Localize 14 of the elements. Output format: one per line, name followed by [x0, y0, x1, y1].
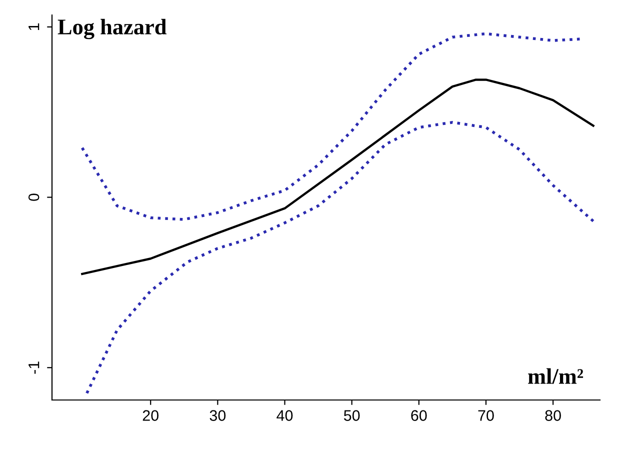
line-series: [85, 120, 595, 395]
x-axis-title: ml/m²: [528, 368, 584, 384]
x-tick-label: 30: [210, 410, 226, 421]
x-tick-label: 70: [478, 410, 494, 421]
line-series: [81, 78, 594, 276]
x-tick-label: 50: [344, 410, 360, 421]
x-tick-label: 60: [411, 410, 427, 421]
y-tick-label: 0: [28, 194, 40, 201]
y-tick-label: 1: [28, 23, 40, 30]
y-axis-title: Log hazard: [58, 18, 166, 40]
x-tick-label: 40: [276, 410, 293, 421]
y-tick-label: -1: [28, 362, 40, 374]
x-tick-label: 80: [545, 410, 561, 421]
x-tick-label: 20: [142, 410, 158, 421]
